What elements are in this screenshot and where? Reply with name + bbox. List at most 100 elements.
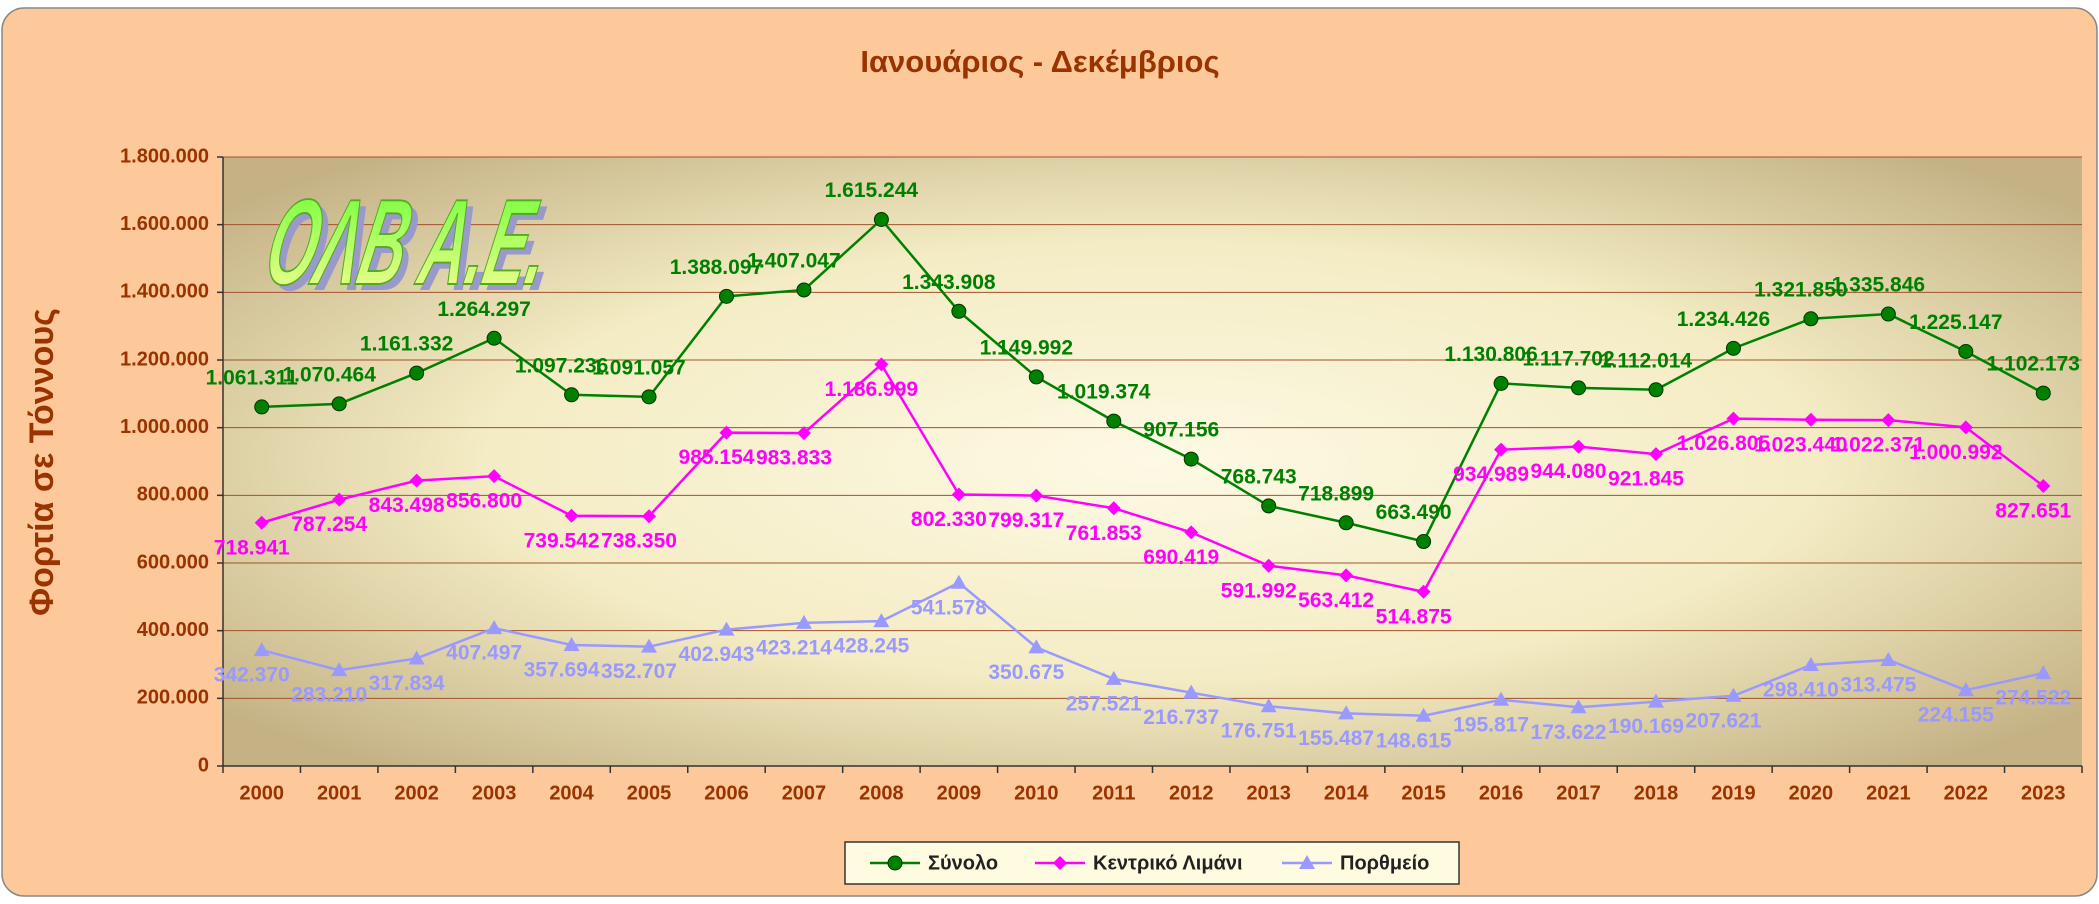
data-label: 1.149.992 [980, 336, 1073, 359]
data-label: 190.169 [1608, 715, 1684, 738]
data-label: 402.943 [679, 643, 755, 666]
data-label: 690.419 [1143, 546, 1219, 569]
data-label: 934.989 [1453, 463, 1529, 486]
data-label: 591.992 [1221, 579, 1297, 602]
data-label: 1.343.908 [902, 271, 996, 294]
data-label: 768.743 [1221, 465, 1297, 488]
point [1725, 340, 1741, 356]
point [409, 473, 424, 488]
point [1416, 534, 1432, 550]
point [1183, 684, 1200, 699]
data-label: 195.817 [1453, 713, 1529, 736]
point [1803, 311, 1819, 327]
point [563, 636, 580, 651]
data-label: 342.370 [214, 664, 290, 687]
point [1880, 306, 1896, 322]
series-line [261, 217, 2044, 543]
data-label: 352.707 [601, 660, 677, 683]
x-tick-label: 2004 [549, 782, 594, 804]
plot-area [223, 157, 2082, 766]
data-label: 1.091.057 [592, 356, 685, 379]
data-label: 1.102.173 [1987, 353, 2080, 376]
data-label: 827.651 [1995, 500, 2071, 523]
x-tick-label: 2002 [394, 782, 439, 804]
data-label: 985.154 [679, 446, 755, 469]
data-label: 257.521 [1066, 692, 1142, 715]
point [873, 613, 890, 628]
data-label: 1.061.311 [206, 366, 299, 389]
point [1028, 639, 1045, 654]
y-tick-label: 0 [198, 754, 209, 776]
point [408, 650, 425, 665]
data-label: 1.112.014 [1600, 349, 1693, 372]
data-label: 856.800 [446, 490, 522, 513]
legend-label: Σύνολο [928, 852, 998, 874]
point [1648, 382, 1664, 398]
data-label: 1.000.992 [1909, 441, 2002, 464]
x-tick-label: 2007 [782, 782, 827, 804]
data-label: 799.317 [988, 509, 1064, 532]
data-label: 1.225.147 [1909, 311, 2002, 334]
legend-label: Πορθμείο [1340, 852, 1429, 874]
y-tick-label: 400.000 [137, 619, 209, 641]
data-label: 274.522 [1995, 687, 2071, 710]
data-label: 1.023.440 [1754, 433, 1847, 456]
point [564, 508, 579, 523]
point [950, 574, 967, 589]
x-tick-label: 2008 [859, 782, 904, 804]
point [642, 509, 657, 524]
point [331, 662, 348, 677]
x-tick-label: 2011 [1092, 782, 1135, 804]
x-tick-label: 2009 [937, 782, 982, 804]
y-tick-label: 1.000.000 [120, 416, 209, 438]
point [253, 642, 270, 657]
data-label: 350.675 [988, 661, 1064, 684]
data-label: 207.621 [1685, 709, 1761, 732]
y-tick-label: 600.000 [137, 551, 209, 573]
data-label: 663.490 [1376, 501, 1452, 524]
x-tick-label: 2021 [1866, 782, 1911, 804]
x-tick-label: 2014 [1324, 782, 1369, 804]
point [2035, 385, 2051, 401]
x-tick-label: 2019 [1711, 782, 1756, 804]
x-tick-label: 2015 [1401, 782, 1446, 804]
data-label: 514.875 [1376, 605, 1452, 628]
y-tick-label: 200.000 [137, 687, 209, 709]
point [486, 620, 503, 635]
point [873, 212, 889, 228]
point [1726, 411, 1741, 426]
point [331, 396, 347, 412]
point [1338, 515, 1354, 531]
data-label: 787.254 [291, 513, 367, 536]
point [1881, 413, 1896, 428]
data-label: 317.834 [369, 672, 445, 695]
data-label: 738.350 [601, 530, 677, 553]
data-label: 718.941 [214, 536, 290, 559]
data-label: 802.330 [911, 508, 987, 531]
point [1803, 412, 1818, 427]
data-label: 761.853 [1066, 522, 1142, 545]
y-tick-label: 1.400.000 [120, 281, 209, 303]
data-label: 357.694 [524, 659, 600, 682]
data-label: 173.622 [1531, 721, 1607, 744]
x-tick-label: 2023 [2021, 782, 2066, 804]
data-label: 155.487 [1298, 727, 1374, 750]
data-label: 1.234.426 [1677, 308, 1770, 331]
series-line [261, 581, 2044, 717]
point [795, 614, 812, 629]
point [719, 425, 734, 440]
x-tick-label: 2020 [1789, 782, 1834, 804]
chart-title: Ιανουάριος - Δεκέμβριος [860, 44, 1219, 79]
point [1029, 488, 1044, 503]
logo: ΟΛΒ Α.Ε. [256, 173, 564, 310]
logo-shadow: ΟΛΒ Α.Ε. [262, 179, 570, 316]
data-label: 1.026.805 [1677, 432, 1771, 455]
data-label: 1.161.332 [360, 333, 453, 356]
point [1958, 420, 1973, 435]
point [796, 282, 812, 298]
data-label: 1.615.244 [825, 179, 919, 202]
series-line [261, 362, 2045, 594]
point [1493, 691, 1510, 706]
point [718, 621, 735, 636]
